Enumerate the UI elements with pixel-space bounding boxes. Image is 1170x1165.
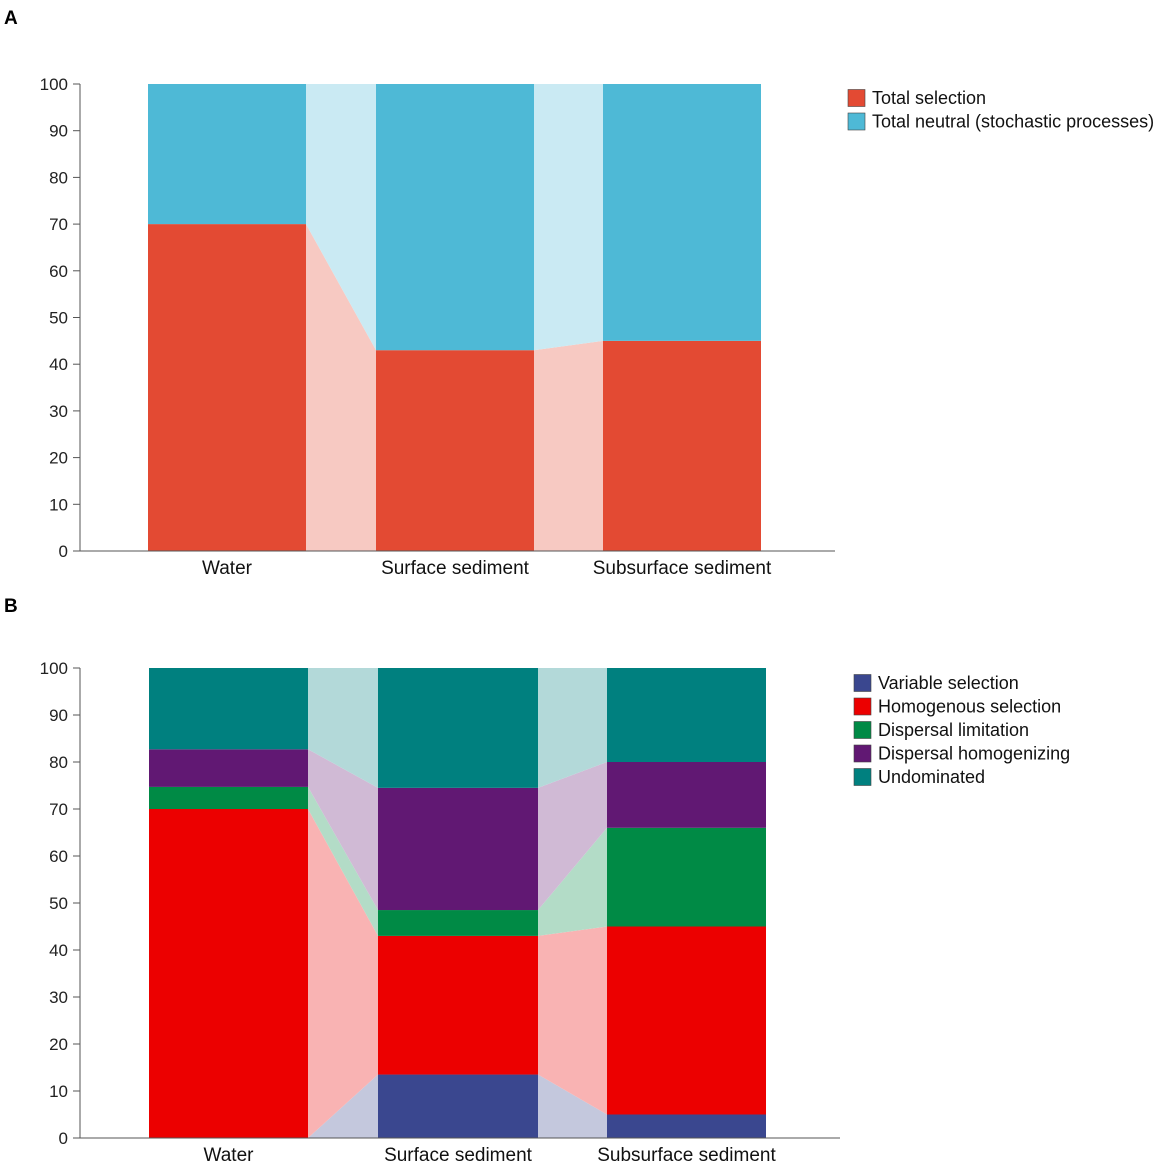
flow-homogenous-selection-2 bbox=[538, 926, 607, 1115]
y-tick-label: 10 bbox=[49, 495, 68, 514]
flow-undominated-1 bbox=[308, 668, 378, 788]
y-tick-label: 10 bbox=[49, 1082, 68, 1101]
bar-water-dispersal-limitation bbox=[149, 786, 308, 809]
y-tick-label: 40 bbox=[49, 941, 68, 960]
y-tick-label: 70 bbox=[49, 215, 68, 234]
flow-total-neutral-stochastic-processes--1 bbox=[306, 84, 376, 351]
y-tick-label: 0 bbox=[59, 1129, 68, 1148]
bar-subsurface-sediment-dispersal-limitation bbox=[607, 827, 766, 927]
bar-surface-sediment-dispersal-limitation bbox=[378, 910, 538, 936]
bar-subsurface-sediment-total-neutral-stochastic-processes bbox=[603, 84, 761, 341]
flow-total-selection-2 bbox=[534, 340, 603, 551]
flow-dispersal-limitation-1 bbox=[308, 786, 378, 936]
flow-total-selection-1 bbox=[306, 224, 376, 551]
y-tick-label: 30 bbox=[49, 988, 68, 1007]
legend-label: Undominated bbox=[878, 767, 985, 787]
bar-water-total-neutral-stochastic-processes bbox=[148, 84, 306, 225]
legend-swatch bbox=[853, 744, 872, 763]
legend-label: Total selection bbox=[872, 88, 986, 108]
y-tick-label: 90 bbox=[49, 122, 68, 141]
bar-subsurface-sediment-variable-selection bbox=[607, 1114, 766, 1138]
y-tick-label: 50 bbox=[49, 309, 68, 328]
bar-surface-sediment-total-selection bbox=[376, 350, 534, 551]
y-tick-label: 90 bbox=[49, 706, 68, 725]
y-tick-label: 70 bbox=[49, 800, 68, 819]
legend-label: Variable selection bbox=[878, 673, 1019, 693]
y-tick-label: 60 bbox=[49, 847, 68, 866]
bar-surface-sediment-variable-selection bbox=[378, 1074, 538, 1138]
y-tick-label: 80 bbox=[49, 168, 68, 187]
flow-homogenous-selection-1 bbox=[308, 809, 378, 1138]
bar-water-total-selection bbox=[148, 224, 306, 551]
y-tick-label: 80 bbox=[49, 753, 68, 772]
bar-water-dispersal-homogenizing bbox=[149, 749, 308, 787]
bar-surface-sediment-undominated bbox=[378, 668, 538, 788]
x-category-label: Subsurface sediment bbox=[597, 1145, 776, 1165]
legend-swatch bbox=[853, 721, 872, 739]
bar-subsurface-sediment-total-selection bbox=[603, 340, 761, 551]
legend-label: Homogenous selection bbox=[878, 697, 1061, 717]
x-category-label: Surface sediment bbox=[384, 1145, 533, 1165]
y-tick-label: 50 bbox=[49, 894, 68, 913]
flow-dispersal-homogenizing-2 bbox=[538, 762, 607, 911]
x-category-label: Surface sediment bbox=[381, 558, 530, 579]
flow-variable-selection-2 bbox=[538, 1074, 607, 1138]
chart-panel-b: B 0 10 20 30 40 50 60 70 80 90 100 Water Surface sedi… bbox=[4, 596, 1070, 1165]
x-category-label: Water bbox=[202, 558, 253, 579]
bar-subsurface-sediment-homogenous-selection bbox=[607, 926, 766, 1115]
y-tick-label: 60 bbox=[49, 262, 68, 281]
panel-label: B bbox=[4, 596, 18, 617]
flow-total-neutral-stochastic-processes--2 bbox=[534, 84, 603, 351]
legend-swatch bbox=[847, 89, 866, 107]
y-tick-label: 20 bbox=[49, 449, 68, 468]
bar-subsurface-sediment-undominated bbox=[607, 668, 766, 762]
y-tick-label: 30 bbox=[49, 402, 68, 421]
chart-panel-a: A 0 10 20 30 40 50 60 70 80 90 100 Water Surface sedi… bbox=[4, 8, 1154, 579]
y-tick-label: 100 bbox=[40, 659, 68, 678]
x-category-label: Water bbox=[204, 1145, 255, 1165]
legend-label: Dispersal homogenizing bbox=[878, 744, 1070, 764]
bar-water-undominated bbox=[149, 668, 308, 750]
bar-subsurface-sediment-dispersal-homogenizing bbox=[607, 762, 766, 828]
legend-swatch bbox=[847, 112, 866, 131]
y-tick-label: 20 bbox=[49, 1035, 68, 1054]
legend-swatch bbox=[853, 674, 872, 692]
flow-dispersal-homogenizing-1 bbox=[308, 749, 378, 911]
flow-dispersal-limitation-2 bbox=[538, 827, 607, 936]
legend-swatch bbox=[853, 768, 872, 786]
y-tick-label: 0 bbox=[59, 542, 68, 561]
bar-water-homogenous-selection bbox=[149, 809, 308, 1138]
y-tick-label: 40 bbox=[49, 355, 68, 374]
x-category-label: Subsurface sediment bbox=[593, 558, 772, 579]
legend-swatch bbox=[853, 697, 872, 716]
bar-surface-sediment-total-neutral-stochastic-processes bbox=[376, 84, 534, 351]
y-tick-label: 100 bbox=[40, 75, 68, 94]
legend-label: Dispersal limitation bbox=[878, 720, 1029, 740]
bar-surface-sediment-dispersal-homogenizing bbox=[378, 787, 538, 911]
flow-undominated-2 bbox=[538, 668, 607, 788]
bar-surface-sediment-homogenous-selection bbox=[378, 935, 538, 1075]
legend-label: Total neutral (stochastic processes) bbox=[872, 112, 1154, 132]
panel-label: A bbox=[4, 8, 18, 29]
